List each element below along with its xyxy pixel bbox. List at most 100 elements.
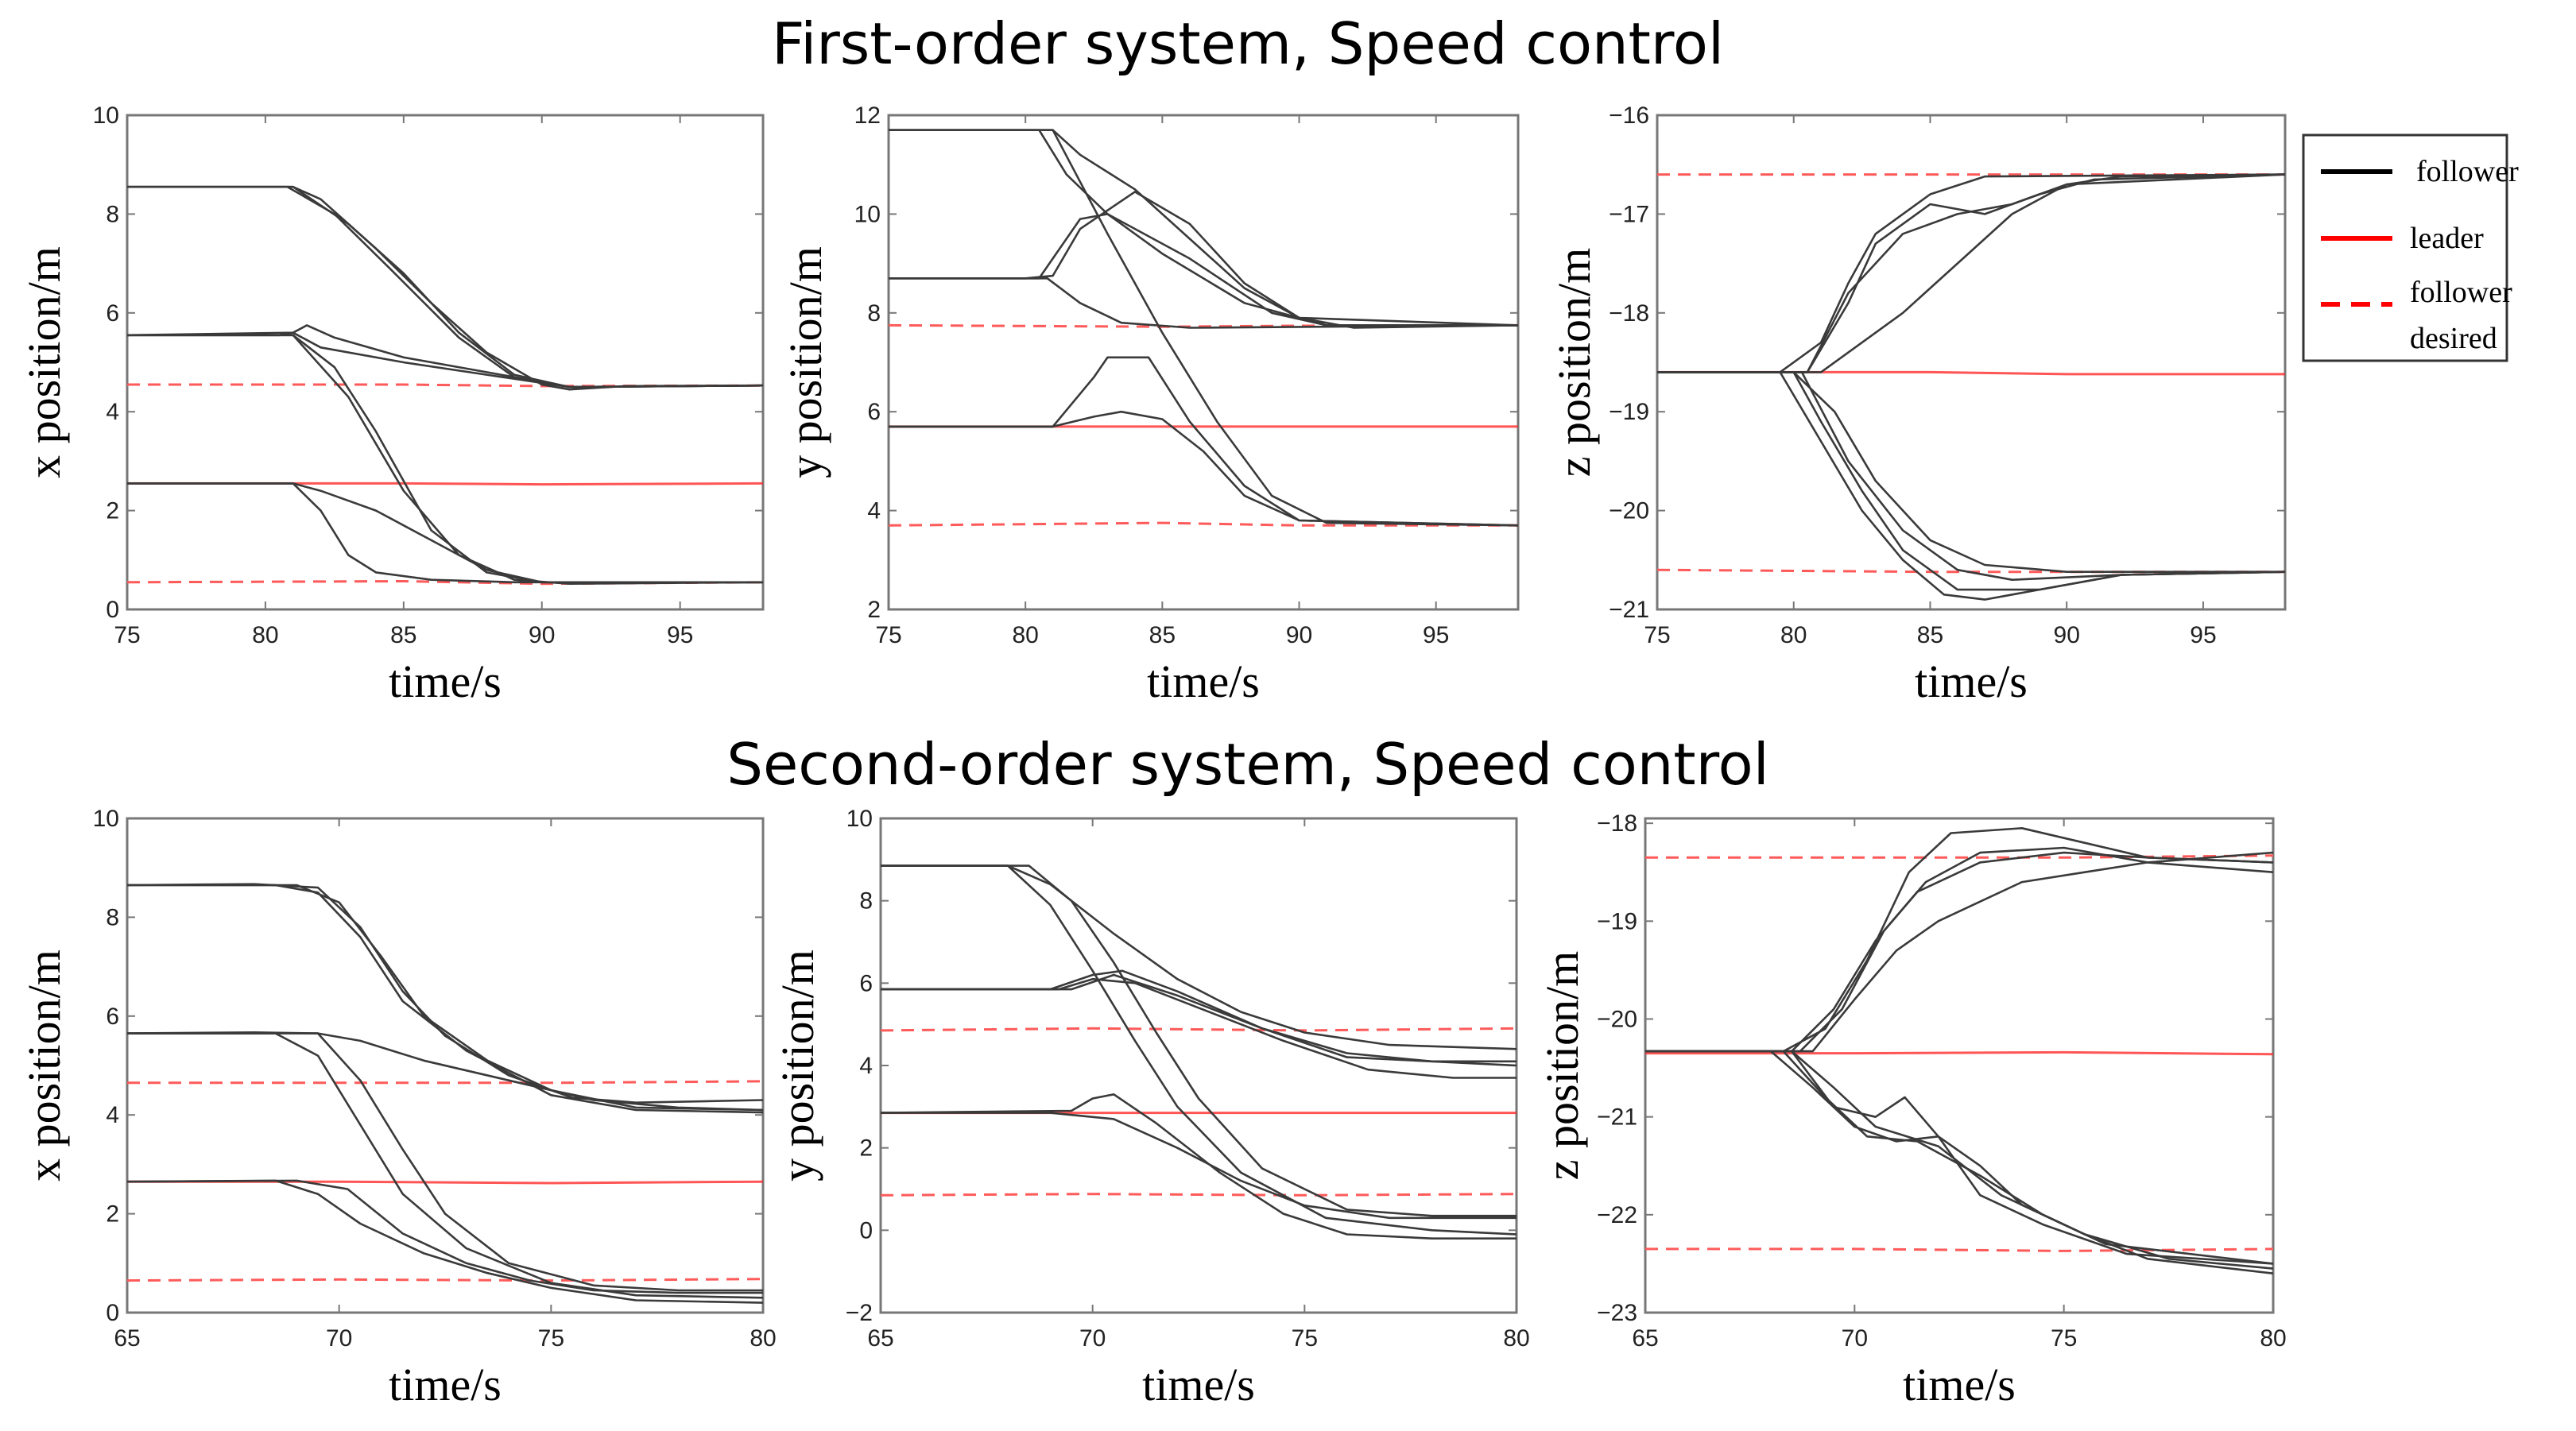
x-axis-label: time/s bbox=[389, 656, 502, 707]
x-tick-label: 65 bbox=[867, 1325, 893, 1352]
follower-line bbox=[1645, 1050, 2273, 1270]
panel-1: 75 80 85 90 95 2 4 6 8 10 12 time/s y position/m bbox=[780, 102, 1520, 707]
legend: follower leader follower desired bbox=[2302, 133, 2519, 362]
y-axis-label: x position/m bbox=[18, 949, 70, 1182]
follower-line bbox=[1645, 851, 2273, 1053]
series-group bbox=[1645, 827, 2273, 1274]
plot-frame bbox=[1656, 114, 2287, 611]
follower-line bbox=[1645, 1050, 2273, 1265]
y-axis-label: z position/m bbox=[1548, 248, 1600, 477]
title-first-order: First-order system, Speed control bbox=[772, 10, 1724, 77]
y-tick-label: −23 bbox=[1597, 1300, 1637, 1326]
follower-line bbox=[1657, 173, 2285, 373]
x-tick-label: 85 bbox=[1917, 622, 1943, 648]
x-tick-label: 75 bbox=[2051, 1325, 2077, 1352]
x-tick-label: 75 bbox=[114, 622, 140, 648]
follower-line bbox=[1657, 173, 2285, 373]
y-tick-label: 0 bbox=[859, 1217, 873, 1243]
follower-line bbox=[881, 864, 1517, 1217]
x-tick-label: 65 bbox=[114, 1325, 140, 1352]
x-tick-label: 75 bbox=[1644, 622, 1670, 648]
follower-line bbox=[127, 1179, 763, 1294]
panels: 75 80 85 90 95 0 2 4 6 8 10 time/s x position/m 75 80 8… bbox=[18, 102, 2287, 1410]
y-tick-label: 2 bbox=[106, 498, 119, 524]
panel-3: 65 70 75 80 0 2 4 6 8 10 time/s x position/m bbox=[18, 806, 777, 1410]
x-tick-label: 75 bbox=[538, 1325, 564, 1352]
x-axis-label: time/s bbox=[1915, 656, 2028, 707]
x-tick-label: 80 bbox=[252, 622, 278, 648]
follower-line bbox=[1645, 851, 2273, 1053]
x-tick-label: 95 bbox=[1423, 622, 1449, 648]
y-tick-label: 4 bbox=[867, 498, 881, 524]
follower-line bbox=[889, 277, 1518, 329]
follower-desired-line bbox=[127, 1080, 763, 1085]
series-group bbox=[127, 883, 763, 1304]
x-tick-label: 95 bbox=[2190, 622, 2216, 648]
follower-desired-line bbox=[881, 1193, 1517, 1197]
y-tick-label: −19 bbox=[1609, 399, 1649, 425]
series-group bbox=[881, 864, 1517, 1240]
x-tick-label: 80 bbox=[1503, 1325, 1529, 1352]
series-group bbox=[1657, 173, 2285, 601]
title-second-order: Second-order system, Speed control bbox=[726, 731, 1768, 798]
follower-line bbox=[881, 969, 1517, 1063]
follower-desired-line bbox=[127, 1278, 763, 1282]
follower-line bbox=[127, 324, 763, 389]
legend-label-leader: leader bbox=[2410, 222, 2484, 255]
x-tick-label: 90 bbox=[1286, 622, 1312, 648]
panel-5: 65 70 75 80 −23 −22 −21 −20 −19 −18 time/s z positi… bbox=[1536, 810, 2287, 1410]
y-tick-label: 10 bbox=[846, 806, 873, 832]
x-tick-label: 95 bbox=[667, 622, 693, 648]
y-tick-label: 4 bbox=[106, 1102, 119, 1128]
y-tick-label: 2 bbox=[106, 1201, 119, 1228]
x-tick-label: 75 bbox=[875, 622, 901, 648]
y-tick-label: 8 bbox=[106, 904, 119, 930]
plot-frame bbox=[1644, 817, 2275, 1314]
x-tick-label: 80 bbox=[750, 1325, 776, 1352]
follower-line bbox=[127, 482, 763, 584]
series-group bbox=[889, 129, 1518, 527]
y-tick-label: −22 bbox=[1597, 1202, 1637, 1228]
x-tick-label: 85 bbox=[1149, 622, 1176, 648]
x-axis-label: time/s bbox=[1142, 1359, 1255, 1410]
follower-line bbox=[1657, 371, 2285, 574]
follower-line bbox=[889, 129, 1518, 527]
x-tick-label: 80 bbox=[1780, 622, 1807, 648]
series-group bbox=[127, 185, 763, 586]
x-tick-label: 75 bbox=[1292, 1325, 1318, 1352]
y-tick-label: 6 bbox=[867, 399, 881, 425]
follower-line bbox=[889, 356, 1518, 527]
follower-line bbox=[889, 213, 1518, 327]
follower-desired-line bbox=[1645, 854, 2273, 859]
leader-line bbox=[1645, 1050, 2273, 1056]
y-tick-label: 4 bbox=[859, 1053, 873, 1079]
y-tick-label: −18 bbox=[1597, 810, 1637, 837]
y-axis-label: z position/m bbox=[1536, 951, 1588, 1180]
panel-0: 75 80 85 90 95 0 2 4 6 8 10 time/s x position/m bbox=[18, 102, 765, 707]
follower-desired-line bbox=[889, 521, 1518, 527]
y-tick-label: 6 bbox=[106, 1004, 119, 1030]
legend-label-follower-desired: follower bbox=[2410, 276, 2512, 309]
x-tick-label: 85 bbox=[390, 622, 416, 648]
follower-line bbox=[881, 864, 1517, 1236]
x-axis-label: time/s bbox=[389, 1359, 502, 1410]
legend-label-follower: follower bbox=[2416, 155, 2519, 188]
y-tick-label: −19 bbox=[1597, 908, 1637, 934]
plot-frame bbox=[879, 817, 1518, 1314]
follower-line bbox=[889, 410, 1518, 527]
follower-line bbox=[881, 977, 1517, 1079]
y-tick-label: 6 bbox=[859, 970, 873, 996]
x-tick-label: 80 bbox=[1012, 622, 1038, 648]
x-tick-label: 70 bbox=[1842, 1325, 1868, 1352]
y-tick-label: 10 bbox=[93, 806, 119, 832]
y-tick-label: −21 bbox=[1597, 1104, 1637, 1131]
y-tick-label: −18 bbox=[1609, 300, 1649, 327]
follower-desired-line bbox=[1645, 1247, 2273, 1252]
y-tick-label: 8 bbox=[867, 300, 881, 327]
follower-line bbox=[881, 973, 1517, 1067]
y-tick-label: 8 bbox=[106, 201, 119, 227]
x-axis-label: time/s bbox=[1903, 1359, 2016, 1410]
y-tick-label: 6 bbox=[106, 300, 119, 327]
legend-label-follower-desired-2: desired bbox=[2410, 322, 2497, 355]
